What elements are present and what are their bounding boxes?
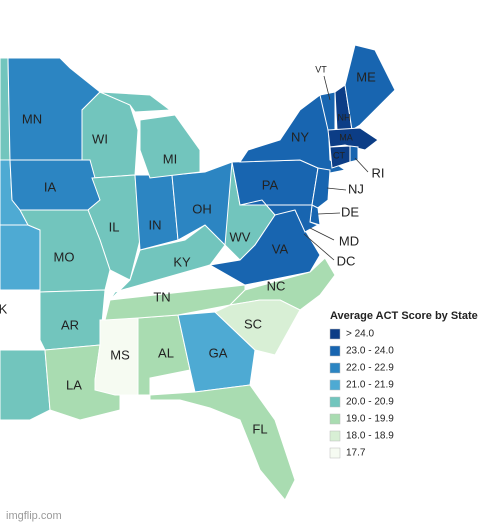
state-label: LA bbox=[66, 377, 82, 392]
state-label: DC bbox=[337, 253, 356, 268]
leader-line bbox=[303, 233, 335, 261]
state-label: WI bbox=[92, 131, 108, 146]
legend-label: 20.0 - 20.9 bbox=[346, 397, 394, 408]
state-shape bbox=[0, 349, 51, 421]
state-label: IL bbox=[109, 219, 120, 234]
legend-swatch bbox=[329, 447, 341, 459]
leader-line bbox=[323, 75, 331, 101]
state-shape bbox=[239, 199, 320, 233]
state-label: MO bbox=[54, 249, 75, 264]
legend-swatch bbox=[329, 379, 341, 391]
state-label: VA bbox=[272, 241, 289, 256]
states bbox=[7, 44, 396, 501]
state-shape bbox=[149, 384, 296, 501]
state-label: RI bbox=[372, 165, 385, 180]
legend-label: 17.7 bbox=[346, 448, 366, 459]
legend-label: 19.0 - 19.9 bbox=[346, 414, 394, 425]
state-label: IN bbox=[149, 217, 162, 232]
state-label: AR bbox=[61, 317, 79, 332]
legend-swatch bbox=[329, 413, 341, 425]
leader-line bbox=[309, 227, 335, 241]
state-label: K bbox=[0, 301, 8, 316]
state-label: IA bbox=[44, 179, 57, 194]
leader-lines bbox=[303, 75, 369, 261]
state-label: GA bbox=[209, 345, 228, 360]
state-label: MA bbox=[339, 132, 353, 142]
state-shape bbox=[214, 299, 301, 356]
legend-label: 18.0 - 18.9 bbox=[346, 431, 394, 442]
state-label: DE bbox=[341, 204, 359, 219]
state-label: OH bbox=[192, 201, 212, 216]
leader-line bbox=[326, 187, 347, 191]
state-label: TN bbox=[153, 289, 170, 304]
state-shape bbox=[139, 114, 201, 179]
state-label: FL bbox=[252, 421, 267, 436]
state-label: CT bbox=[333, 150, 345, 160]
state-labels: MN WI IA IL MO AR LA MS AL GA FL TN KY I… bbox=[0, 64, 385, 436]
state-label: MI bbox=[163, 151, 177, 166]
state-label: VT bbox=[315, 64, 327, 74]
legend-swatch bbox=[329, 430, 341, 442]
state-label: MD bbox=[339, 233, 359, 248]
legend-title: Average ACT Score by State bbox=[330, 310, 478, 322]
state-shape bbox=[349, 145, 359, 163]
leader-line bbox=[317, 212, 341, 215]
state-label: PA bbox=[262, 177, 279, 192]
state-label: KY bbox=[173, 254, 191, 269]
legend-swatch bbox=[329, 396, 341, 408]
state-shape bbox=[99, 91, 172, 113]
state-shape bbox=[208, 204, 321, 286]
legend-swatch bbox=[329, 362, 341, 374]
state-label: NY bbox=[291, 129, 309, 144]
state-label: MN bbox=[22, 111, 42, 126]
state-label: ME bbox=[356, 69, 376, 84]
legend-label: 22.0 - 22.9 bbox=[346, 363, 394, 374]
state-label: WV bbox=[230, 229, 251, 244]
legend: Average ACT Score by State > 24.0 23.0 - … bbox=[329, 310, 478, 459]
state-shape bbox=[134, 174, 179, 251]
state-label: MS bbox=[110, 347, 130, 362]
state-shape bbox=[311, 167, 331, 211]
state-label: SC bbox=[244, 316, 262, 331]
leader-line bbox=[354, 157, 369, 173]
state-label: NH bbox=[338, 112, 351, 122]
legend-swatch bbox=[329, 328, 341, 340]
legend-label: > 24.0 bbox=[346, 329, 375, 340]
state-label: NC bbox=[267, 278, 286, 293]
state-label: AL bbox=[158, 345, 174, 360]
watermark: imgflip.com bbox=[6, 510, 62, 522]
state-label: NJ bbox=[348, 181, 364, 196]
state-shape bbox=[0, 224, 41, 291]
legend-label: 23.0 - 24.0 bbox=[346, 346, 394, 357]
legend-label: 21.0 - 21.9 bbox=[346, 380, 394, 391]
legend-swatch bbox=[329, 345, 341, 357]
